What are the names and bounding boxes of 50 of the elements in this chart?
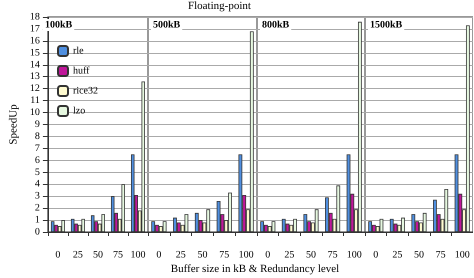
y-tick-label: 0 — [34, 226, 40, 238]
y-tick-label: 7 — [34, 142, 40, 154]
x-tick-label: 50 — [306, 250, 316, 260]
x-tick-label: 50 — [198, 250, 208, 260]
chart-subtitle: 500kB — [153, 20, 181, 30]
x-tick-label: 100 — [130, 250, 146, 260]
y-tick-label: 4 — [34, 178, 40, 190]
y-tick-label: 8 — [34, 130, 40, 142]
y-tick-label: 13 — [30, 71, 40, 82]
y-tick-label: 17 — [30, 23, 40, 34]
y-tick-label: 18 — [30, 12, 40, 22]
x-tick-label: 25 — [284, 250, 294, 260]
x-tick-label: 25 — [72, 250, 83, 260]
y-tick-label: 14 — [30, 59, 40, 70]
chart-subtitle: 100kB — [45, 20, 73, 30]
x-tick-label: 75 — [328, 250, 338, 260]
legend-label: huff — [73, 66, 90, 76]
y-tick-label: 1 — [34, 214, 40, 226]
chart-subtitle: 1500kB — [370, 20, 403, 30]
x-tick-label: 25 — [176, 250, 186, 260]
legend-label: rle — [73, 46, 84, 56]
chart-title: Floating-point — [188, 0, 251, 12]
x-tick-label: 100 — [238, 250, 254, 260]
x-tick-label: 0 — [156, 250, 162, 260]
legend-label: lzo — [73, 106, 86, 116]
y-tick-label: 12 — [30, 83, 40, 94]
y-tick-label: 10 — [30, 107, 40, 118]
x-tick-label: 75 — [436, 250, 446, 260]
y-tick-label: 6 — [34, 154, 40, 166]
x-tick-label: 0 — [373, 250, 378, 260]
x-axis-title: Buffer size in kB & Redundancy level — [170, 263, 340, 275]
x-tick-label: 0 — [265, 250, 270, 260]
x-tick-label: 0 — [55, 250, 60, 260]
y-tick-label: 5 — [34, 166, 40, 178]
y-tick-label: 11 — [30, 95, 40, 106]
y-tick-label: 16 — [30, 35, 40, 46]
y-tick-label: 2 — [34, 202, 40, 214]
legend-label: rice32 — [73, 86, 98, 96]
y-tick-label: 9 — [34, 119, 40, 130]
x-tick-label: 50 — [92, 250, 103, 260]
y-axis-title: SpeedUp — [8, 104, 20, 145]
x-tick-label: 100 — [346, 250, 362, 260]
y-tick-label: 3 — [34, 190, 40, 202]
x-tick-label: 50 — [414, 250, 424, 260]
x-tick-label: 75 — [112, 250, 123, 260]
chart-subtitle: 800kB — [262, 20, 290, 30]
x-tick-label: 100 — [454, 250, 470, 260]
y-tick-label: 15 — [30, 47, 40, 58]
x-tick-label: 75 — [219, 250, 230, 260]
x-tick-label: 25 — [392, 250, 402, 260]
